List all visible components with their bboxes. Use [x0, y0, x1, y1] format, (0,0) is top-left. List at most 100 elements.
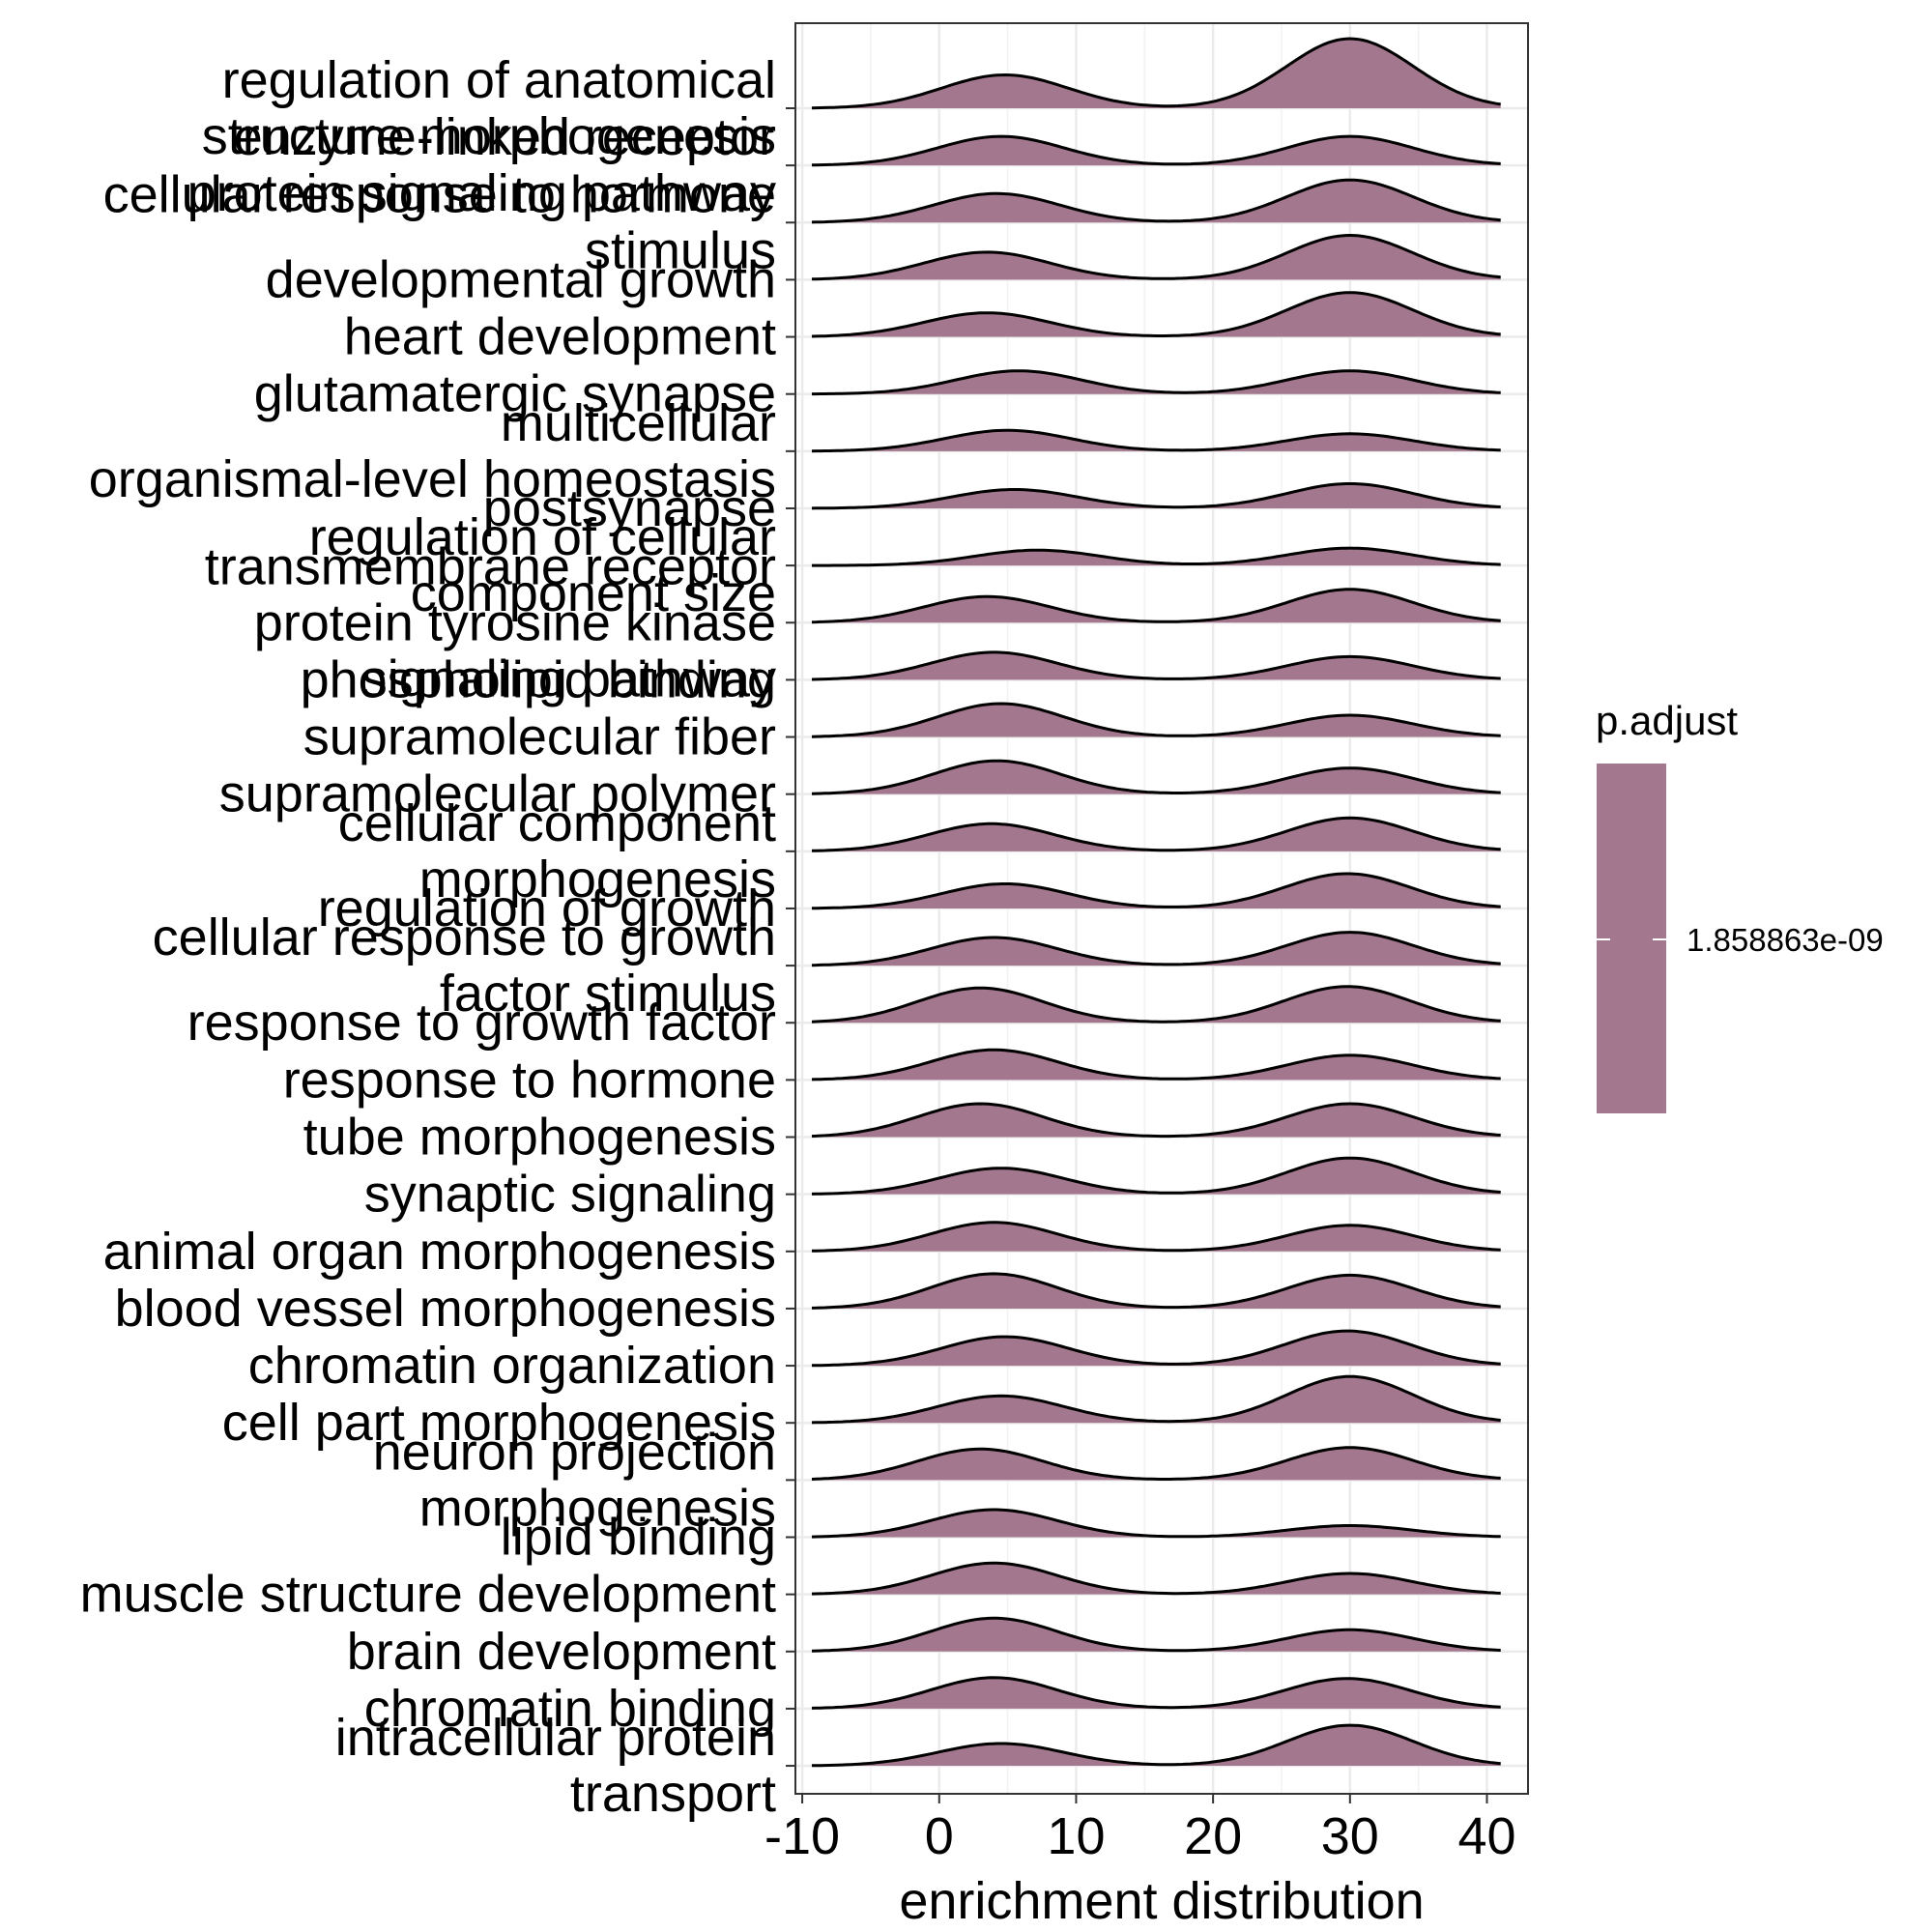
ridge-line [811, 37, 1501, 110]
y-tick-label: blood vessel morphogenesis [115, 1280, 776, 1338]
x-tick-label: 0 [925, 1807, 954, 1865]
ridge-area [812, 235, 1501, 280]
ridge [811, 702, 1501, 738]
y-tick-label: response to hormone [283, 1051, 776, 1109]
ridge-area [812, 1104, 1501, 1138]
x-tick-label: -10 [764, 1807, 840, 1865]
y-tick-label-line: enzyme-linked receptor [234, 108, 776, 166]
y-tick-label-line: transmembrane receptor [205, 537, 776, 595]
y-tick-label-line: phospholipid binding [301, 650, 776, 708]
y-tick-label-line: developmental growth [266, 250, 776, 308]
y-tick-label: glutamatergic synapse [254, 365, 776, 423]
y-tick-label-line: transport [570, 1765, 776, 1823]
ridge-line [811, 291, 1501, 338]
ridge-area [812, 1510, 1501, 1538]
ridge-line [812, 369, 1501, 396]
y-tick-label-line: brain development [347, 1623, 776, 1681]
y-tick-label-line: lipid binding [501, 1509, 776, 1567]
ridge [811, 931, 1501, 967]
ridge [811, 1723, 1501, 1768]
y-tick-label-line: response to hormone [283, 1051, 776, 1109]
ridge-area [812, 1725, 1501, 1767]
ridge [811, 816, 1501, 852]
ridge [811, 1048, 1501, 1081]
ridge [811, 233, 1501, 281]
y-tick-label: tube morphogenesis [303, 1109, 776, 1167]
ridge-line [811, 1221, 1501, 1253]
ridge-line [811, 1272, 1501, 1310]
ridge [811, 1508, 1501, 1539]
y-tick-label: multicellular organismal-level homeostasi… [89, 394, 776, 508]
ridge-line [811, 1508, 1501, 1539]
ridges [811, 37, 1501, 1768]
ridge-area [812, 986, 1501, 1024]
ridge [811, 1156, 1501, 1196]
y-tick-label-line: chromatin binding [364, 1680, 776, 1738]
y-tick-label-line: organismal-level homeostasis [89, 450, 776, 508]
y-tick-label-line: signaling pathway [361, 649, 776, 707]
y-tick-label: cellular response to hormone stimulus [103, 165, 776, 279]
y-tick-label-line: synaptic signaling [364, 1166, 776, 1224]
ridge-area [812, 548, 1501, 566]
y-tick-label: lipid binding [501, 1509, 776, 1567]
y-tick-label-line: intracellular protein [335, 1709, 776, 1767]
ridge [811, 178, 1501, 224]
y-tick-label-line: regulation of anatomical [222, 51, 776, 109]
ridge [811, 588, 1501, 624]
y-tick-label-line: neuron projection [373, 1423, 776, 1481]
ridge [811, 650, 1501, 681]
ridge [811, 985, 1501, 1024]
legend-title: p.adjust [1596, 698, 1738, 743]
x-tick-label: 40 [1457, 1807, 1515, 1865]
y-tick-label-line: regulation of cellular [309, 508, 776, 566]
ridge [811, 1102, 1501, 1139]
x-tick-label: 30 [1321, 1807, 1379, 1865]
y-tick-label: postsynapse [483, 479, 776, 537]
x-tick-label: 20 [1184, 1807, 1242, 1865]
y-tick-label: regulation of growth [318, 879, 776, 937]
y-tick-label-line: structure morphogenesis [202, 107, 776, 165]
y-tick-label-line: morphogenesis [419, 851, 776, 908]
ridge-area [812, 704, 1501, 737]
ridge-line [811, 428, 1501, 453]
ridge [811, 482, 1501, 510]
y-tick-label: response to growth factor [187, 994, 776, 1052]
y-tick-label: muscle structure development [80, 1566, 776, 1624]
y-tick-label-line: cellular component [338, 794, 776, 852]
ridge-area [812, 1677, 1501, 1709]
y-tick-label: developmental growth [266, 250, 776, 308]
ridge-area [812, 818, 1501, 851]
ridge-line [811, 816, 1501, 852]
ridge [811, 1676, 1501, 1710]
y-tick-label-line: supramolecular fiber [303, 708, 776, 766]
ridge-line [811, 1561, 1501, 1596]
ridge [811, 759, 1501, 795]
y-tick-label-line: cellular response to hormone [103, 165, 776, 223]
y-axis: regulation of anatomical structure morpho… [80, 51, 795, 1823]
ridge-area [812, 483, 1501, 508]
ridge-area [812, 761, 1501, 794]
y-tick-label: heart development [344, 308, 776, 366]
y-tick-label-line: supramolecular polymer [219, 765, 776, 823]
y-tick-label-line: animal organ morphogenesis [103, 1223, 776, 1281]
y-tick-label-line: cellular response to growth [153, 908, 776, 966]
legend-label: 1.858863e-09 [1687, 922, 1884, 958]
ridge-line [811, 650, 1501, 681]
ridge-line [811, 178, 1501, 224]
ridge-line [811, 1723, 1501, 1768]
ridge-area [812, 292, 1501, 337]
ridge-line [811, 588, 1501, 624]
ridge [811, 428, 1501, 453]
y-tick-label: cellular component morphogenesis [338, 794, 776, 908]
ridge-area [812, 1447, 1501, 1481]
ridge [811, 1374, 1501, 1425]
y-tick-label-line: postsynapse [483, 479, 776, 537]
ridge-line [811, 985, 1501, 1024]
y-tick-label: phospholipid binding [301, 650, 776, 708]
y-tick-label-line: cell part morphogenesis [222, 1394, 776, 1452]
y-tick-label: animal organ morphogenesis [103, 1223, 776, 1281]
ridge-line [811, 759, 1501, 795]
y-tick-label-line: blood vessel morphogenesis [115, 1280, 776, 1338]
ridge-line [811, 1048, 1501, 1081]
